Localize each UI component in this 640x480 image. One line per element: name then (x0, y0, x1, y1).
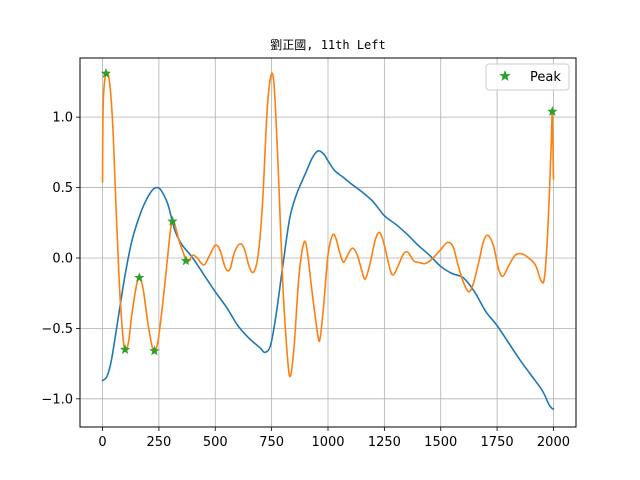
peak-marker (167, 215, 178, 226)
x-tick-label: 750 (259, 435, 284, 450)
x-axis: 0 250 500 750 1000 1250 1500 1750 2000 (98, 427, 570, 450)
chart-title: 劉正國, 11th Left (270, 37, 385, 52)
peak-marker (119, 344, 131, 354)
legend-box (485, 63, 570, 91)
peak-marker (134, 272, 145, 283)
peak-marker (180, 255, 192, 266)
y-tick-label: −1.0 (41, 392, 73, 407)
x-tick-label: 1250 (368, 435, 401, 450)
legend-peak-label: Peak (530, 70, 561, 85)
peak-marker (100, 68, 112, 78)
y-tick-label: 0.5 (52, 181, 73, 196)
y-tick-label: 0.0 (52, 251, 73, 266)
x-tick-label: 1000 (311, 435, 344, 450)
peak-marker (547, 106, 558, 116)
peak-marker (149, 345, 160, 356)
peak-markers (100, 68, 558, 356)
x-tick-label: 0 (98, 435, 106, 450)
series-line-2 (101, 71, 555, 378)
legend: Peak (485, 63, 570, 91)
x-tick-label: 250 (146, 435, 171, 450)
x-tick-label: 1500 (424, 435, 457, 450)
y-axis: −1.0 −0.5 0.0 0.5 1.0 (41, 111, 80, 407)
y-tick-label: 1.0 (52, 111, 73, 126)
series-layer (101, 71, 555, 410)
grid-lines (80, 58, 576, 427)
x-tick-label: 500 (203, 435, 228, 450)
y-tick-label: −0.5 (41, 322, 73, 337)
x-tick-label: 2000 (537, 435, 570, 450)
x-tick-label: 1750 (481, 435, 514, 450)
legend-peak-star-icon (499, 69, 511, 81)
series-line-1 (101, 150, 555, 410)
